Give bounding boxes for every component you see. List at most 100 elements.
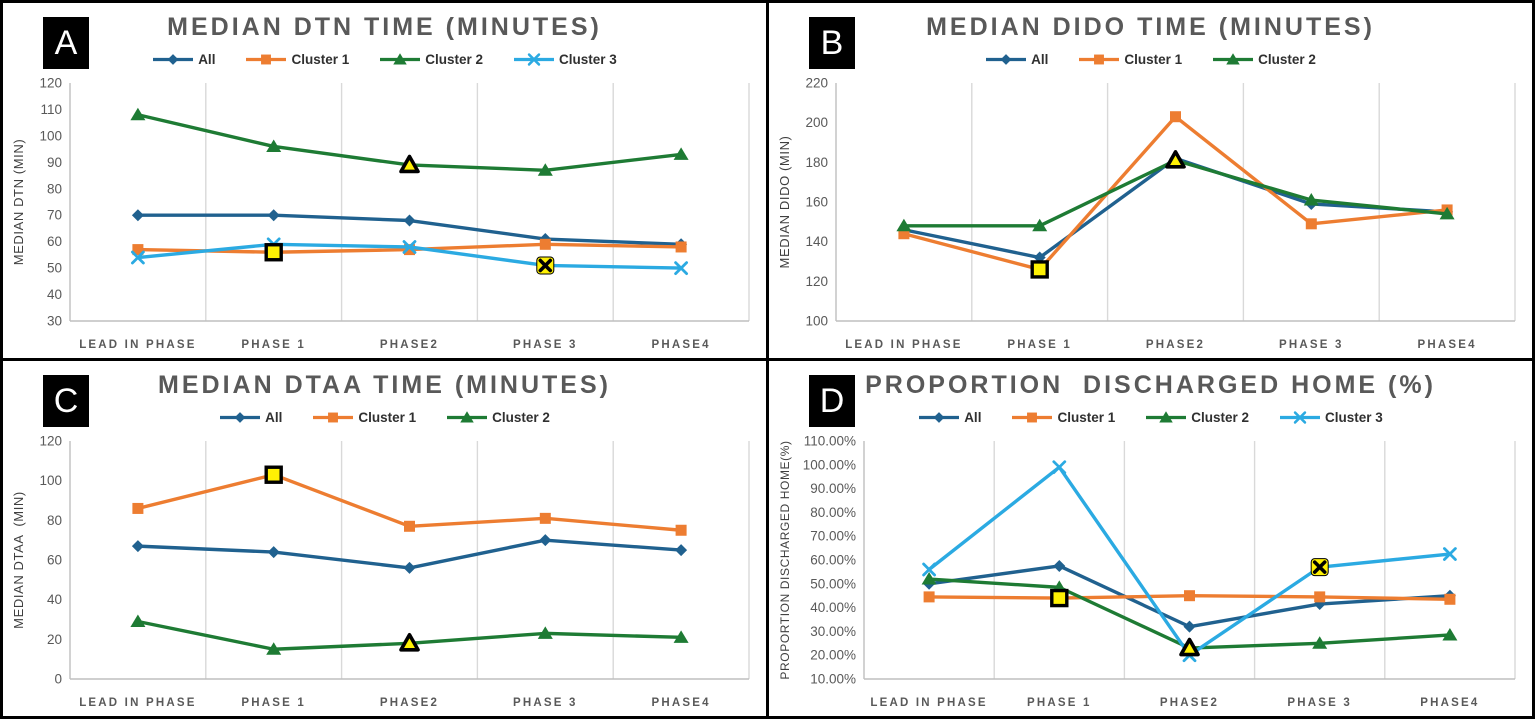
square-marker-icon (675, 241, 687, 253)
x-category-label: PHASE4 (651, 697, 710, 709)
legend-item-cluster-1: Cluster 1 (1078, 52, 1182, 67)
legend-label-cluster-2: Cluster 2 (1258, 51, 1316, 67)
legend-x-icon (514, 52, 555, 66)
panel-a-legend: All Cluster 1 Cluster 2 Cluster 3 (152, 51, 617, 67)
x-category-label: LEAD IN PHASE (870, 697, 987, 709)
y-tick-label: 40 (47, 592, 62, 607)
legend-square-icon (1079, 54, 1120, 64)
panel-c-title: MEDIAN DTAA TIME (MINUTES) (158, 371, 611, 399)
legend-item-cluster-2: Cluster 2 (1145, 410, 1249, 425)
panel-c-legend: All Cluster 1 Cluster 2 (219, 409, 550, 425)
legend-label-all: All (964, 409, 982, 425)
series-all (131, 534, 688, 574)
y-tick-label: 30 (47, 314, 62, 329)
y-tick-label: 60 (47, 234, 62, 249)
diamond-marker-icon (167, 53, 179, 65)
series-cluster-2-line (927, 577, 1452, 650)
panel-b: B MEDIAN DIDO TIME (MINUTES) All Cluster … (769, 3, 1532, 358)
highlighted-square-marker-icon (1030, 260, 1049, 279)
legend-x-icon (1280, 410, 1321, 424)
x-category-labels: LEAD IN PHASE PHASE 1 PHASE2 PHASE 3 PHASE4 (845, 339, 1476, 351)
y-tick-label: 20.00% (810, 648, 856, 663)
y-tick-label: 100.00% (803, 457, 856, 472)
square-marker-icon (1094, 54, 1105, 64)
y-tick-label: 110.00% (804, 434, 856, 449)
y-tick-label: 10.00% (810, 672, 856, 687)
highlighted-points (264, 154, 555, 275)
highlighted-triangle-marker-icon (1165, 150, 1186, 169)
gridlines (205, 83, 750, 321)
legend-square-icon (313, 412, 354, 422)
legend-square-icon (1012, 412, 1053, 422)
square-marker-icon (261, 54, 272, 64)
legend-item-cluster-2: Cluster 2 (1212, 52, 1316, 67)
y-tick-labels: 220 200 180 160 140 120 100 (805, 76, 828, 329)
highlighted-triangle-marker-icon (1179, 637, 1200, 657)
y-axis-title: MEDIAN DIDO (MIN) (777, 136, 792, 269)
square-marker-icon (1184, 590, 1195, 602)
triangle-marker-icon (896, 218, 912, 232)
x-category-label: PHASE 3 (1279, 339, 1344, 351)
square-marker-icon (898, 228, 910, 240)
legend-label-cluster-2: Cluster 2 (1191, 409, 1250, 425)
panel-d-chart: 110.00% 100.00% 90.00% 80.00% 70.00% 60.00% 50… (774, 431, 1527, 716)
legend-item-all: All (985, 52, 1048, 67)
panel-a-badge: A (43, 17, 89, 69)
diamond-marker-icon (267, 546, 280, 559)
y-tick-label: 120 (39, 434, 62, 449)
x-category-labels: LEAD IN PHASE PHASE 1 PHASE2 PHASE 3 PHASE4 (79, 339, 708, 351)
square-marker-icon (923, 591, 935, 603)
x-category-label: PHASE 3 (1287, 697, 1352, 709)
panel-d: D PROPORTION DISCHARGED HOME (%) All Clus… (769, 361, 1532, 716)
legend-triangle-icon (1146, 410, 1187, 422)
y-tick-label: 60.00% (810, 553, 856, 568)
legend-diamond-icon (153, 53, 194, 65)
series-all-line (902, 156, 1449, 260)
highlighted-points (1050, 558, 1329, 657)
panel-d-legend: All Cluster 1 Cluster 2 Cluster 3 (918, 409, 1383, 425)
square-marker-icon (539, 512, 551, 524)
triangle-marker-icon (537, 163, 553, 176)
triangle-marker-icon (130, 614, 146, 627)
diamond-marker-icon (933, 411, 945, 423)
legend-label-all: All (198, 51, 216, 67)
y-tick-label: 120 (39, 76, 62, 91)
series-cluster-1 (923, 590, 1456, 605)
legend-label-cluster-2: Cluster 2 (425, 51, 484, 67)
square-marker-icon (1170, 111, 1181, 123)
y-tick-label: 20 (47, 632, 62, 647)
x-marker-icon (1052, 460, 1067, 475)
legend-item-cluster-2: Cluster 2 (379, 52, 483, 67)
panel-b-chart: 220 200 180 160 140 120 100 LEAD IN PHASE PHASE … (774, 73, 1527, 358)
x-category-label: PHASE 1 (241, 339, 306, 351)
y-axis-title: MEDIAN DTN (MIN) (11, 139, 26, 266)
y-tick-label: 90 (47, 155, 62, 170)
y-tick-label: 50 (47, 261, 62, 276)
diamond-marker-icon (1183, 620, 1196, 633)
y-tick-label: 80.00% (810, 505, 856, 520)
x-marker-icon (131, 250, 145, 265)
legend-label-cluster-2: Cluster 2 (492, 409, 550, 425)
y-tick-label: 70.00% (810, 529, 856, 544)
diamond-marker-icon (234, 411, 246, 423)
y-axis-title: MEDIAN DTAA (MIN) (11, 491, 26, 629)
x-category-labels: LEAD IN PHASE PHASE 1 PHASE2 PHASE 3 PHASE4 (79, 697, 710, 709)
highlighted-triangle-marker-icon (399, 633, 420, 652)
y-tick-labels: 110.00% 100.00% 90.00% 80.00% 70.00% 60.00% 50… (803, 434, 856, 687)
legend-triangle-icon (1213, 52, 1254, 64)
x-category-label: PHASE4 (1417, 339, 1476, 351)
x-marker-icon (527, 52, 541, 66)
triangle-marker-icon (1226, 52, 1240, 64)
y-tick-label: 50.00% (810, 576, 856, 591)
diamond-marker-icon (403, 561, 416, 574)
y-tick-label: 0 (54, 672, 62, 687)
triangle-marker-icon (266, 642, 282, 655)
panel-d-plot: 110.00% 100.00% 90.00% 80.00% 70.00% 60.00% 50… (778, 434, 1516, 709)
y-tick-label: 160 (805, 195, 828, 210)
panel-d-badge: D (809, 375, 855, 427)
triangle-marker-icon (130, 107, 146, 121)
triangle-marker-icon (393, 52, 407, 64)
x-category-label: PHASE2 (1160, 697, 1219, 709)
gridlines (993, 441, 1516, 679)
square-marker-icon (1444, 593, 1456, 605)
